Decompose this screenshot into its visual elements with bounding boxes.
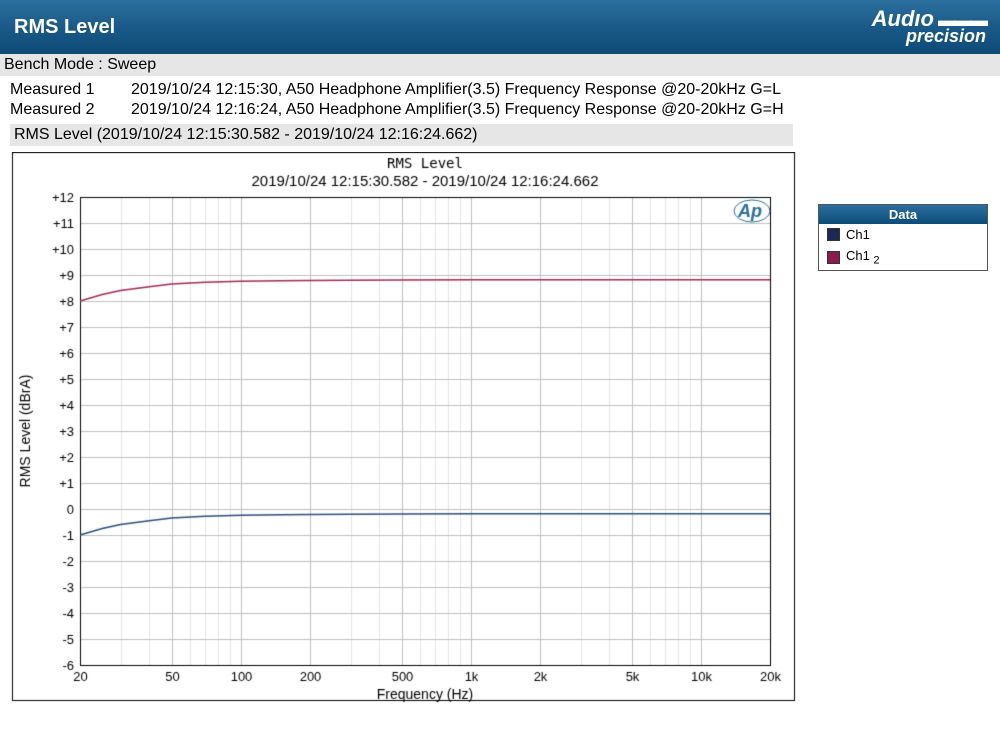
brand-logo: Audıo▬▬▬ precision — [872, 9, 986, 46]
legend-label: Ch1 2 — [846, 248, 880, 267]
measurement-table: Measured 1 2019/10/24 12:15:30, A50 Head… — [10, 80, 790, 120]
legend-swatch — [827, 251, 840, 264]
chart-canvas — [6, 152, 796, 704]
mode-value: Sweep — [107, 56, 156, 73]
legend-item: Ch1 2 — [819, 245, 987, 270]
table-row: Measured 1 2019/10/24 12:15:30, A50 Head… — [10, 80, 790, 100]
window-title: RMS Level — [14, 16, 115, 39]
row-value: 2019/10/24 12:15:30, A50 Headphone Ampli… — [131, 80, 790, 100]
title-bar: RMS Level Audıo▬▬▬ precision — [0, 0, 1000, 54]
chart-stage: Data Ch1 Ch1 2 — [6, 152, 994, 707]
info-panel: Bench Mode : Sweep Measured 1 2019/10/24… — [0, 54, 1000, 148]
graph-header: RMS Level (2019/10/24 12:15:30.582 - 201… — [10, 124, 793, 146]
legend-label: Ch1 — [846, 227, 870, 242]
table-row: Measured 2 2019/10/24 12:16:24, A50 Head… — [10, 100, 790, 120]
row-key: Measured 2 — [10, 100, 131, 120]
row-value: 2019/10/24 12:16:24, A50 Headphone Ampli… — [131, 100, 790, 120]
legend-header: Data — [819, 205, 987, 224]
row-key: Measured 1 — [10, 80, 131, 100]
legend-item: Ch1 — [819, 224, 987, 245]
legend-swatch — [827, 228, 840, 241]
legend: Data Ch1 Ch1 2 — [818, 204, 988, 271]
mode-label: Bench Mode : — [4, 56, 103, 73]
